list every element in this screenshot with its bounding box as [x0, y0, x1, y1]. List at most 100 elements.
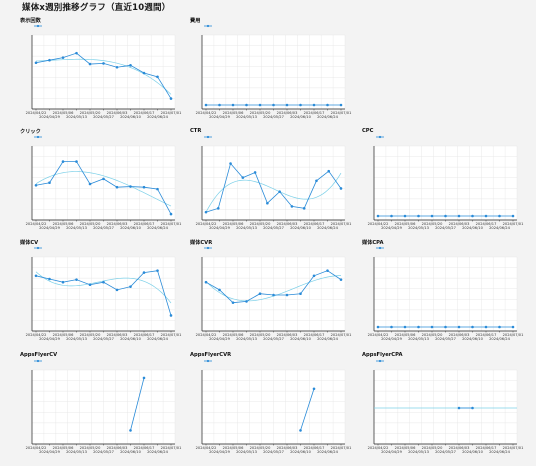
data-point[interactable]	[339, 278, 343, 281]
data-point[interactable]	[285, 293, 289, 297]
data-point[interactable]	[278, 190, 281, 193]
data-point[interactable]	[204, 280, 208, 284]
data-point[interactable]	[216, 207, 220, 210]
data-point[interactable]	[245, 300, 248, 303]
data-point[interactable]	[88, 62, 92, 66]
data-point[interactable]	[34, 274, 38, 278]
data-point[interactable]	[498, 214, 501, 218]
data-point[interactable]	[156, 75, 159, 79]
data-point[interactable]	[156, 269, 159, 272]
data-point[interactable]	[290, 205, 294, 208]
data-point[interactable]	[326, 269, 329, 272]
data-point[interactable]	[48, 58, 51, 62]
data-point[interactable]	[115, 185, 119, 189]
data-point[interactable]	[376, 214, 380, 218]
data-point[interactable]	[169, 97, 173, 100]
data-point[interactable]	[115, 65, 119, 69]
data-point[interactable]	[299, 103, 302, 107]
data-point[interactable]	[115, 288, 119, 292]
data-point[interactable]	[231, 301, 235, 304]
data-point[interactable]	[272, 103, 275, 107]
data-point[interactable]	[390, 325, 393, 329]
chart-10: 2024/04/222024/04/292024/05/062024/05/13…	[196, 359, 351, 454]
legend-marker	[34, 24, 42, 28]
data-point[interactable]	[457, 325, 461, 329]
data-point[interactable]	[61, 280, 65, 284]
data-point[interactable]	[75, 278, 78, 281]
data-point[interactable]	[61, 160, 65, 163]
data-point[interactable]	[75, 51, 78, 55]
data-point[interactable]	[312, 274, 316, 278]
data-point[interactable]	[376, 325, 380, 329]
data-point[interactable]	[102, 280, 105, 284]
data-point[interactable]	[403, 214, 407, 218]
data-point[interactable]	[61, 56, 65, 59]
x-tick-label: 2024/06/10	[290, 115, 311, 119]
data-point[interactable]	[88, 283, 92, 287]
data-point[interactable]	[430, 325, 434, 329]
data-point[interactable]	[285, 103, 289, 107]
data-point[interactable]	[258, 292, 262, 296]
x-tick-label: 2024/05/06	[395, 222, 416, 226]
data-point[interactable]	[511, 214, 515, 218]
data-point[interactable]	[326, 103, 329, 107]
data-point[interactable]	[156, 187, 159, 191]
data-point[interactable]	[241, 176, 245, 179]
data-point[interactable]	[457, 406, 461, 410]
data-point[interactable]	[315, 179, 318, 183]
data-point[interactable]	[484, 214, 488, 218]
data-point[interactable]	[245, 103, 248, 107]
data-point[interactable]	[102, 177, 105, 181]
data-point[interactable]	[471, 406, 474, 410]
data-point[interactable]	[403, 325, 407, 329]
data-point[interactable]	[327, 169, 331, 173]
data-point[interactable]	[299, 292, 302, 296]
data-point[interactable]	[417, 214, 420, 218]
data-point[interactable]	[129, 429, 132, 432]
data-point[interactable]	[444, 214, 447, 218]
data-point[interactable]	[430, 214, 434, 218]
data-point[interactable]	[129, 285, 132, 288]
data-point[interactable]	[471, 325, 474, 329]
trendline	[35, 171, 172, 207]
data-point[interactable]	[417, 325, 420, 329]
data-point[interactable]	[75, 160, 78, 163]
data-point[interactable]	[231, 103, 235, 107]
data-point[interactable]	[253, 171, 257, 174]
data-point[interactable]	[142, 271, 146, 274]
data-point[interactable]	[129, 64, 132, 67]
data-point[interactable]	[169, 314, 173, 317]
data-point[interactable]	[229, 162, 232, 165]
data-point[interactable]	[302, 207, 306, 210]
data-point[interactable]	[484, 325, 488, 329]
data-point[interactable]	[88, 182, 92, 186]
data-point[interactable]	[102, 62, 105, 65]
data-point[interactable]	[258, 103, 262, 107]
data-point[interactable]	[48, 181, 51, 185]
data-point[interactable]	[204, 103, 208, 107]
data-point[interactable]	[142, 376, 146, 380]
data-point[interactable]	[444, 325, 447, 329]
data-point[interactable]	[204, 210, 208, 214]
data-point[interactable]	[218, 103, 221, 107]
data-point[interactable]	[498, 325, 501, 329]
data-point[interactable]	[218, 288, 221, 292]
data-point[interactable]	[266, 201, 269, 205]
data-point[interactable]	[48, 277, 51, 281]
data-point[interactable]	[34, 183, 38, 187]
data-point[interactable]	[312, 103, 316, 107]
data-point[interactable]	[390, 214, 393, 218]
data-point[interactable]	[511, 325, 515, 329]
data-point[interactable]	[457, 214, 461, 218]
data-point[interactable]	[129, 185, 132, 188]
data-point[interactable]	[299, 429, 302, 432]
data-point[interactable]	[339, 103, 343, 107]
data-point[interactable]	[142, 71, 146, 75]
data-point[interactable]	[142, 185, 146, 189]
data-point[interactable]	[471, 214, 474, 218]
data-point[interactable]	[169, 212, 173, 216]
data-point[interactable]	[312, 387, 316, 391]
data-point[interactable]	[34, 61, 38, 65]
data-point[interactable]	[339, 187, 343, 190]
data-point[interactable]	[272, 293, 275, 297]
